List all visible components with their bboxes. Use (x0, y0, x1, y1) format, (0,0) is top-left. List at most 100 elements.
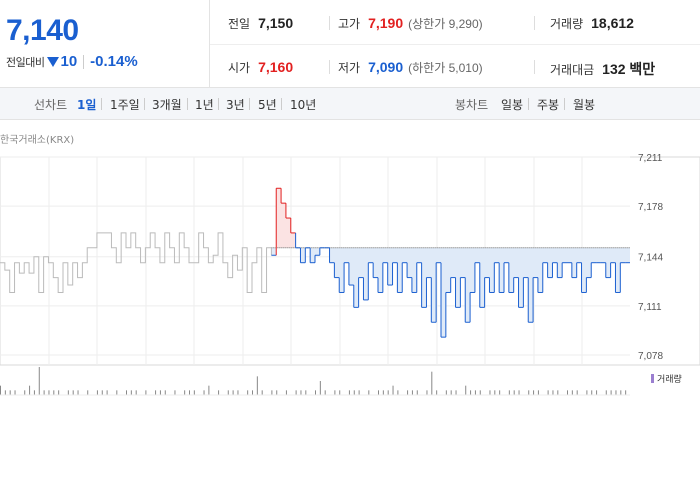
volume-bar (625, 390, 627, 395)
stat-label: 저가 (338, 61, 361, 75)
volume-bar (489, 390, 491, 395)
stat-value: 18,612 (591, 15, 634, 31)
volume-bar (426, 390, 428, 395)
volume-bar (145, 390, 147, 395)
volume-bar (305, 390, 307, 395)
volume-bar (596, 390, 598, 395)
volume-bar (227, 390, 229, 395)
volume-bar (300, 390, 302, 395)
header-separator (210, 44, 700, 45)
volume-bar (261, 390, 263, 395)
volume-bar (33, 390, 35, 395)
volume-bar (14, 390, 16, 395)
volume-bar (24, 390, 26, 395)
volume-bar (348, 390, 350, 395)
volume-bar (411, 390, 413, 395)
pre-open-line (0, 232, 272, 293)
stat-value: 132 백만 (602, 61, 656, 77)
y-tick-label: 7,211 (638, 153, 663, 164)
stat-amount: 거래대금 132 백만 (550, 59, 655, 79)
down-triangle-icon (47, 56, 60, 67)
volume-bar (397, 390, 399, 395)
tab-weekly[interactable]: 주봉 (537, 98, 560, 112)
volume-bar (416, 390, 418, 395)
y-tick-label: 7,111 (638, 302, 662, 313)
volume-legend: 거래량 (651, 372, 682, 385)
tab-divider (564, 98, 565, 110)
volume-bar (38, 367, 40, 395)
volume-bar (518, 390, 520, 395)
tab-daily[interactable]: 일봉 (501, 98, 524, 112)
volume-bar (358, 390, 360, 395)
volume-bar (474, 390, 476, 395)
volume-bar (0, 385, 1, 395)
volume-bar (174, 390, 176, 395)
volume-bar (571, 390, 573, 395)
volume-bar (29, 385, 31, 395)
tab-10y[interactable]: 10년 (290, 98, 317, 112)
volume-bar (67, 390, 69, 395)
tab-divider (218, 98, 219, 110)
change-label: 전일대비 (6, 55, 45, 69)
tab-1y[interactable]: 1년 (195, 98, 214, 112)
tab-3y[interactable]: 3년 (226, 98, 245, 112)
volume-bar (445, 390, 447, 395)
volume-bar (295, 390, 297, 395)
volume-bar (499, 390, 501, 395)
stat-divider (329, 60, 330, 74)
volume-bar (48, 390, 50, 395)
y-tick-label: 7,178 (638, 202, 663, 213)
volume-bar (252, 390, 253, 395)
stat-label: 거래량 (550, 17, 584, 31)
tab-1d[interactable]: 1일 (77, 98, 97, 112)
volume-bar (315, 390, 316, 395)
stat-sub: (하한가 5,010) (408, 61, 483, 75)
volume-bar (431, 371, 433, 395)
stat-value: 7,150 (258, 15, 294, 31)
volume-bar (189, 390, 190, 395)
volume-bar (285, 390, 287, 395)
volume-bar (106, 390, 108, 395)
volume-bar (465, 385, 467, 395)
current-price: 7,140 (6, 14, 79, 47)
volume-bar (116, 390, 118, 395)
tab-1w[interactable]: 1주일 (110, 98, 140, 112)
stat-label: 거래대금 (550, 63, 595, 77)
volume-bar (96, 390, 98, 395)
candle-chart-label: 봉차트 (455, 98, 489, 112)
volume-bar (615, 390, 617, 395)
stat-value: 7,090 (368, 59, 404, 75)
volume-bar (276, 390, 278, 395)
volume-bar (533, 390, 535, 395)
stat-value: 7,190 (368, 15, 404, 31)
volume-bar (436, 390, 438, 395)
volume-bar (537, 390, 539, 395)
volume-bar (610, 390, 612, 395)
volume-bar (567, 390, 568, 395)
volume-bar (237, 390, 239, 395)
volume-bar (576, 390, 578, 395)
data-source: 한국거래소(KRX) (0, 135, 75, 146)
change-divider (83, 54, 85, 69)
volume-bar (552, 390, 554, 395)
change-row: 전일대비 10 -0.14% (6, 53, 138, 70)
volume-bar (508, 390, 510, 395)
volume-bar (339, 390, 341, 395)
chart-tabs-bar: 선차트 1일 1주일 3개월 1년 3년 5년 10년 봉차트 일봉 주봉 월봉 (0, 88, 700, 120)
tab-divider (528, 98, 529, 110)
tab-3m[interactable]: 3개월 (152, 98, 182, 112)
tab-divider (281, 98, 282, 110)
change-percent: -0.14% (90, 53, 138, 70)
stat-label: 전일 (228, 17, 251, 31)
change-value: 10 (60, 53, 78, 70)
volume-bar (494, 390, 496, 395)
volume-bar (392, 385, 394, 395)
tab-monthly[interactable]: 월봉 (573, 98, 596, 112)
volume-bar (9, 390, 11, 395)
tab-5y[interactable]: 5년 (258, 98, 277, 112)
volume-bar (208, 385, 210, 395)
stat-sub: (상한가 9,290) (408, 17, 483, 31)
stat-high: 고가 7,190 (상한가 9,290) (338, 15, 483, 32)
volume-bar (620, 390, 622, 395)
volume-bar (450, 390, 452, 395)
